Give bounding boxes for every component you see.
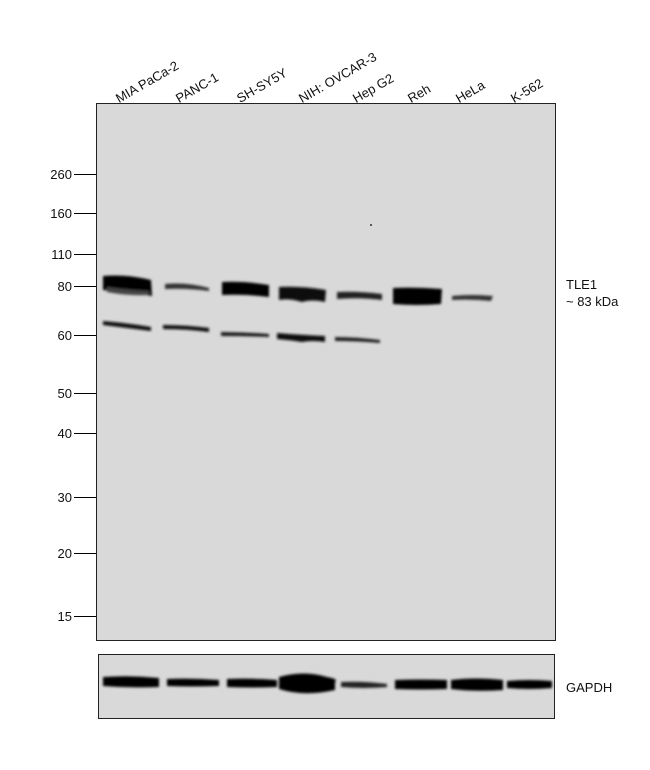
gapdh-band-lane-6 [395,679,447,690]
tle1-band-lane-1-lower [107,287,149,296]
lane-label-5: Hep G2 [350,70,397,106]
marker-label-50: 50 [57,386,72,401]
lower-band-lane-4 [277,333,325,342]
gapdh-band-lane-4 [279,673,336,694]
gapdh-band-lane-5 [341,681,387,688]
marker-label-260: 260 [50,167,72,182]
marker-tick-60 [74,335,96,336]
loading-control-label: GAPDH [566,680,613,695]
marker-tick-15 [74,616,96,617]
marker-tick-40 [74,433,96,434]
tle1-band-lane-6 [393,287,442,305]
marker-tick-260 [74,174,96,175]
marker-label-30: 30 [57,490,72,505]
marker-label-60: 60 [57,328,72,343]
gapdh-band-lane-1 [103,676,159,688]
loading-control-panel [98,654,555,719]
tle1-band-lane-7 [452,295,493,301]
loading-control-bands [103,673,552,694]
marker-tick-30 [74,497,96,498]
blot-speck [370,224,372,226]
gapdh-band-lane-3 [227,678,277,688]
marker-label-80: 80 [57,279,72,294]
gapdh-band-lane-7 [451,678,503,691]
tle1-band-lane-4 [279,286,326,302]
main-blot-panel [96,103,556,641]
marker-tick-160 [74,213,96,214]
main-blot-bands [103,224,493,343]
lower-band-lane-2 [163,325,209,332]
gapdh-band-lane-2 [167,678,219,687]
gapdh-band-lane-8 [507,680,552,689]
lane-label-1: MIA PaCa-2 [113,57,182,106]
lane-label-6: Reh [405,80,434,106]
marker-tick-20 [74,553,96,554]
lane-label-8: K-562 [508,75,546,106]
marker-tick-80 [74,286,96,287]
marker-label-40: 40 [57,426,72,441]
lane-label-3: SH-SY5Y [234,65,290,106]
tle1-band-lane-5 [337,291,382,300]
target-size-label: ~ 83 kDa [566,294,619,309]
lane-label-2: PANC-1 [173,69,221,106]
marker-tick-110 [74,254,96,255]
tle1-band-lane-3 [222,281,269,297]
tle1-band-lane-2 [165,283,209,291]
marker-label-160: 160 [50,206,72,221]
marker-tick-50 [74,393,96,394]
target-name-label: TLE1 [566,277,598,292]
marker-label-15: 15 [57,609,72,624]
marker-label-110: 110 [51,247,72,262]
lane-label-7: HeLa [453,77,488,106]
lower-band-lane-3 [221,332,269,337]
lower-band-lane-1 [103,321,151,331]
marker-label-20: 20 [57,546,72,561]
lower-band-lane-5 [335,337,380,343]
